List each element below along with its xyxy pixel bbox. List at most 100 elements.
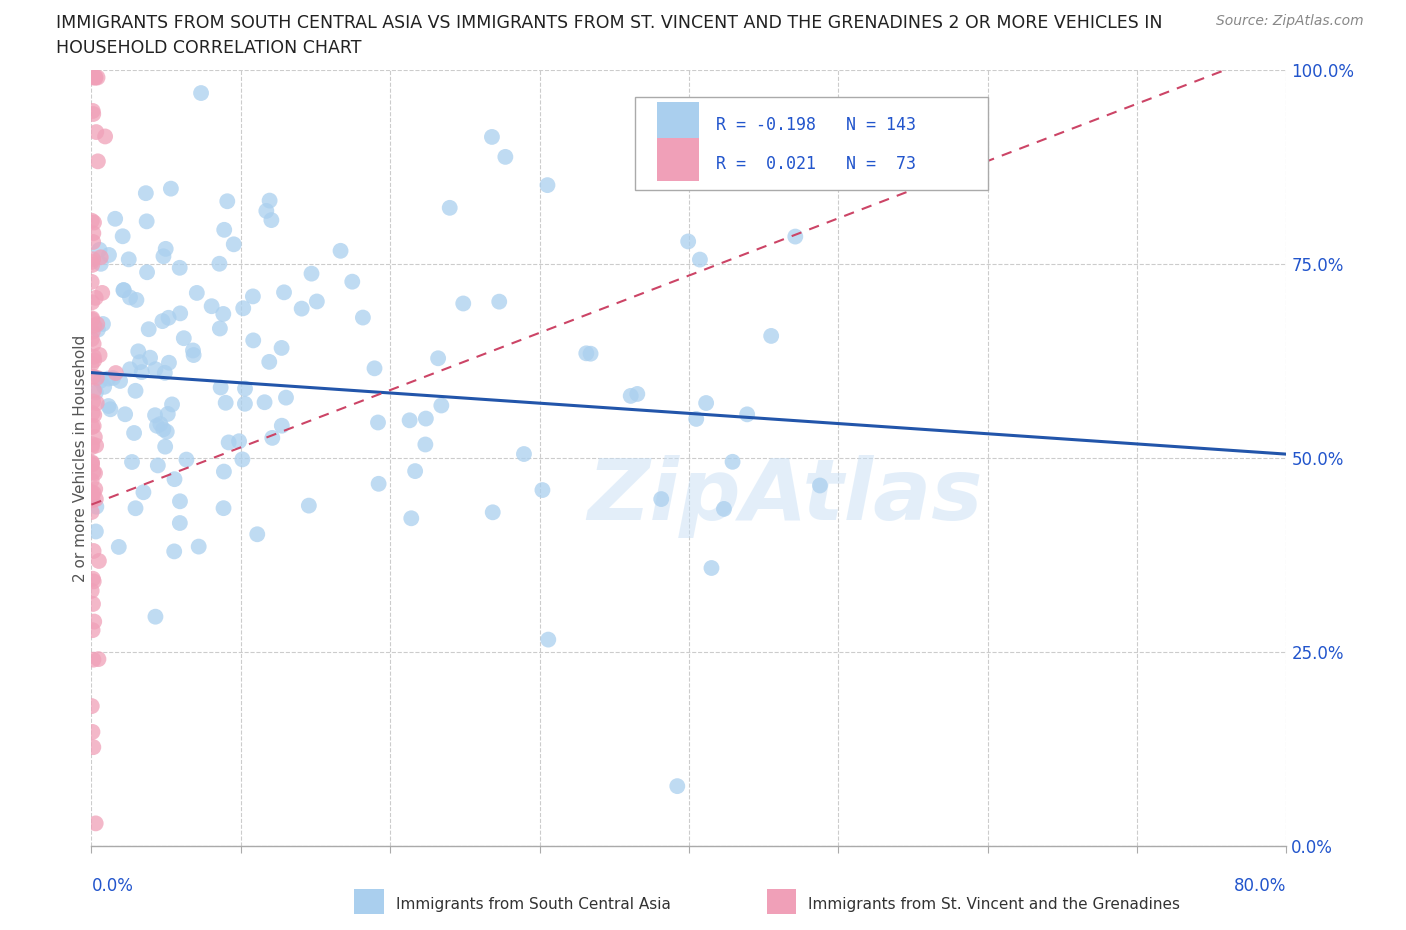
Point (135, 186, 157, 201)
Point (217, 193, 239, 208)
Point (80, 213, 103, 228)
Point (259, 354, 281, 369)
Point (427, 351, 450, 365)
Point (218, 435, 240, 450)
Point (86, 70, 108, 85)
Point (187, 539, 209, 554)
Point (84, 524, 107, 538)
Point (82, 103, 104, 118)
Point (82, 107, 104, 122)
Point (260, 213, 283, 228)
Point (253, 395, 276, 410)
Point (89, 243, 111, 258)
Point (620, 389, 643, 404)
Point (82, 652, 104, 667)
Point (82, 571, 104, 586)
Point (83, 614, 105, 629)
Point (212, 464, 235, 479)
Point (160, 397, 183, 412)
Point (685, 411, 707, 426)
Point (82, 464, 104, 479)
Point (86, 395, 108, 410)
Point (83, 350, 105, 365)
Point (80, 505, 103, 520)
Point (124, 383, 146, 398)
Point (86, 499, 108, 514)
Point (579, 346, 602, 361)
Point (169, 260, 191, 275)
Point (201, 299, 224, 313)
Point (222, 237, 245, 252)
Point (101, 370, 124, 385)
Point (80, 440, 103, 455)
Point (156, 406, 179, 421)
Point (259, 193, 281, 208)
Point (404, 464, 426, 479)
Point (111, 229, 134, 244)
Point (274, 391, 297, 405)
Point (124, 500, 146, 515)
Point (398, 413, 420, 428)
Point (451, 296, 474, 311)
Point (163, 544, 186, 559)
Point (98, 247, 121, 262)
Point (82, 70, 104, 85)
Point (233, 381, 256, 396)
Point (80, 274, 103, 289)
Point (84, 816, 107, 830)
Point (80, 357, 103, 372)
Point (481, 505, 503, 520)
Point (536, 178, 558, 193)
Point (152, 313, 174, 328)
Point (156, 424, 179, 439)
Point (190, 86, 212, 100)
Point (163, 472, 186, 486)
Point (118, 252, 141, 267)
Point (228, 433, 250, 448)
Point (93, 379, 115, 394)
Point (86, 370, 108, 385)
Point (183, 348, 205, 363)
Point (80, 312, 103, 327)
Point (131, 365, 153, 379)
Text: Immigrants from St. Vincent and the Grenadines: Immigrants from St. Vincent and the Gren… (808, 897, 1181, 912)
Point (84, 125, 107, 140)
Point (494, 150, 516, 165)
Point (146, 418, 169, 433)
Point (83, 383, 105, 398)
Point (146, 458, 169, 472)
Point (531, 483, 554, 498)
Point (80, 455, 103, 470)
Point (97, 399, 120, 414)
Point (305, 294, 328, 309)
Point (157, 355, 180, 370)
Point (537, 632, 560, 647)
Point (157, 311, 180, 325)
Point (82, 623, 104, 638)
Point (352, 310, 374, 325)
Point (82, 252, 104, 267)
Point (785, 229, 807, 244)
Point (488, 294, 510, 309)
Point (208, 257, 231, 272)
Point (262, 431, 284, 445)
Point (363, 361, 385, 376)
Point (242, 289, 264, 304)
Point (118, 290, 141, 305)
Point (169, 306, 191, 321)
Bar (636, 97, 987, 190)
Point (82, 419, 104, 434)
Point (91, 316, 114, 331)
Point (138, 322, 160, 337)
Point (152, 422, 174, 437)
Point (301, 266, 323, 281)
Point (232, 300, 254, 315)
Point (82, 311, 104, 325)
Point (82, 226, 104, 241)
Point (83, 485, 105, 500)
Point (759, 328, 782, 343)
Point (155, 242, 177, 257)
Point (246, 526, 269, 541)
Point (700, 561, 723, 576)
Point (108, 374, 131, 389)
